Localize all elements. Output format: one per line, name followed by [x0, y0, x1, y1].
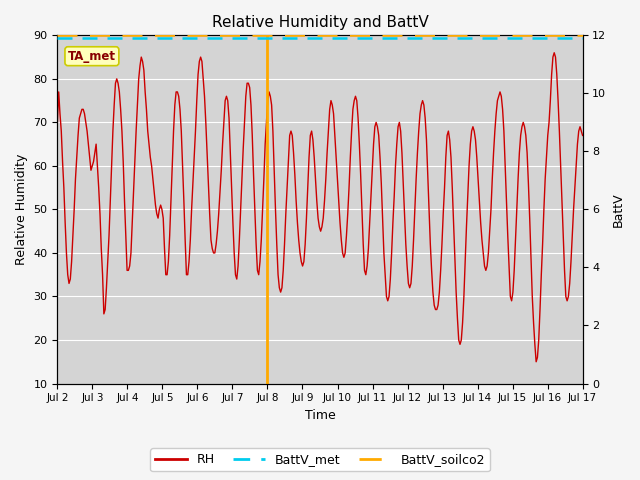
Y-axis label: Relative Humidity: Relative Humidity [15, 154, 28, 265]
Legend: RH, BattV_met, BattV_soilco2: RH, BattV_met, BattV_soilco2 [150, 448, 490, 471]
Y-axis label: BattV: BattV [612, 192, 625, 227]
X-axis label: Time: Time [305, 409, 335, 422]
Title: Relative Humidity and BattV: Relative Humidity and BattV [212, 15, 428, 30]
Text: TA_met: TA_met [68, 50, 116, 63]
